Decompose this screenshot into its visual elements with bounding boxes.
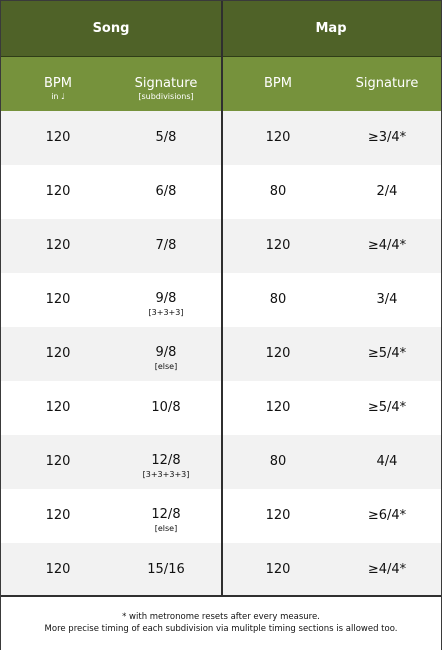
map-signature-cell: ≥6/4* <box>367 508 407 523</box>
map-signature-header: Signature <box>333 57 441 111</box>
song-subdivision-note: [else] <box>154 524 178 533</box>
map-signature-cell: 4/4 <box>376 454 398 469</box>
song-bpm-cell: 120 <box>45 184 71 199</box>
map-bpm-cell: 120 <box>265 346 291 361</box>
map-bpm-cell: 120 <box>265 400 291 415</box>
song-signature-cell: 5/8 <box>155 130 177 145</box>
song-signature-cell: 7/8 <box>155 238 177 253</box>
map-signature-cell: ≥5/4* <box>367 400 407 415</box>
map-bpm-cell: 80 <box>269 454 287 469</box>
song-signature-cell: 12/8 <box>151 453 181 468</box>
table-footnote: * with metronome resets after every meas… <box>1 595 441 651</box>
song-bpm-cell: 120 <box>45 346 71 361</box>
song-bpm-cell: 120 <box>45 400 71 415</box>
song-signature-header-label: Signature <box>134 76 198 91</box>
song-signature-header-note: [subdivisions] <box>138 92 194 101</box>
song-signature-cell: 9/8 <box>155 345 177 360</box>
song-bpm-header-note: in ♩ <box>51 92 65 101</box>
map-bpm-cell: 120 <box>265 562 291 577</box>
song-signature-cell: 12/8 <box>151 507 181 522</box>
map-signature-cell: 3/4 <box>376 292 398 307</box>
song-bpm-header: BPM in ♩ <box>1 57 115 111</box>
table-row: 120 12/8 [else] 120 ≥6/4* <box>1 489 441 543</box>
song-group-label: Song <box>92 21 130 36</box>
map-bpm-cell: 120 <box>265 238 291 253</box>
map-signature-cell: 2/4 <box>376 184 398 199</box>
song-signature-cell: 10/8 <box>151 400 181 415</box>
map-bpm-header-label: BPM <box>264 76 292 91</box>
song-signature-header: Signature [subdivisions] <box>111 57 221 111</box>
map-bpm-cell: 80 <box>269 292 287 307</box>
table-row: 120 9/8 [3+3+3] 80 3/4 <box>1 273 441 327</box>
song-bpm-header-label: BPM <box>44 76 72 91</box>
song-signature-cell: 6/8 <box>155 184 177 199</box>
map-signature-cell: ≥4/4* <box>367 238 407 253</box>
map-group-label: Map <box>315 21 347 36</box>
map-bpm-header: BPM <box>223 57 333 111</box>
footnote-line-1: * with metronome resets after every meas… <box>122 612 320 622</box>
song-bpm-cell: 120 <box>45 454 71 469</box>
table-row: 120 10/8 120 ≥5/4* <box>1 381 441 435</box>
map-signature-cell: ≥3/4* <box>367 130 407 145</box>
song-bpm-cell: 120 <box>45 238 71 253</box>
song-signature-cell: 9/8 <box>155 291 177 306</box>
table-row: 120 6/8 80 2/4 <box>1 165 441 219</box>
map-signature-cell: ≥5/4* <box>367 346 407 361</box>
song-signature-cell: 15/16 <box>147 562 185 577</box>
song-subdivision-note: [3+3+3] <box>148 308 184 317</box>
map-signature-cell: ≥4/4* <box>367 562 407 577</box>
map-bpm-cell: 80 <box>269 184 287 199</box>
footnote-line-2: More precise timing of each subdivision … <box>44 624 398 634</box>
map-signature-header-label: Signature <box>355 76 419 91</box>
song-bpm-cell: 120 <box>45 508 71 523</box>
map-bpm-cell: 120 <box>265 508 291 523</box>
song-subdivision-note: [3+3+3+3] <box>142 470 190 479</box>
song-subdivision-note: [else] <box>154 362 178 371</box>
map-bpm-cell: 120 <box>265 130 291 145</box>
song-bpm-cell: 120 <box>45 130 71 145</box>
song-bpm-cell: 120 <box>45 562 71 577</box>
song-bpm-cell: 120 <box>45 292 71 307</box>
column-group-divider <box>221 1 223 595</box>
